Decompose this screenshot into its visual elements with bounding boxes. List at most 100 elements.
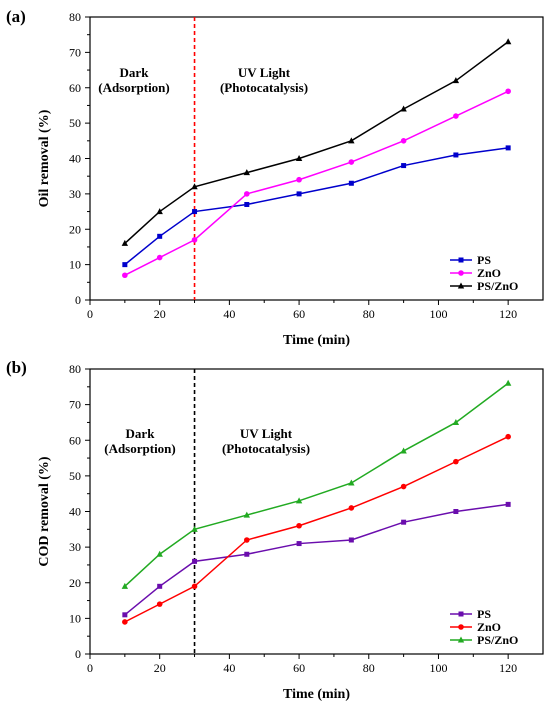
legend-swatch-marker <box>457 636 465 643</box>
series-ps-zno <box>121 38 512 246</box>
data-point <box>244 537 250 543</box>
data-point <box>504 38 512 45</box>
legend-label: PS/ZnO <box>477 633 518 647</box>
data-point <box>348 180 354 186</box>
y-tick-label: 80 <box>69 362 81 376</box>
data-point <box>121 582 129 589</box>
y-tick-label: 30 <box>69 540 81 554</box>
x-tick-label: 60 <box>293 661 305 675</box>
data-point <box>122 272 128 279</box>
legend-swatch-marker <box>458 624 464 630</box>
data-point <box>505 88 511 95</box>
x-tick-label: 60 <box>293 307 305 321</box>
data-point <box>348 537 354 543</box>
x-tick-label: 80 <box>363 661 375 675</box>
y-tick-label: 10 <box>69 611 81 625</box>
data-point <box>122 619 128 625</box>
data-point <box>400 447 407 454</box>
data-point <box>156 550 163 557</box>
data-point <box>348 159 355 165</box>
data-point <box>191 525 198 532</box>
data-point <box>348 479 355 486</box>
series-ps-zno <box>121 379 512 589</box>
data-point <box>156 254 163 261</box>
y-tick-label: 0 <box>75 647 81 661</box>
data-point <box>453 458 459 465</box>
data-point <box>401 163 407 169</box>
region-label-line1: UV Light <box>240 426 293 441</box>
data-point <box>243 169 251 176</box>
data-point <box>121 239 129 246</box>
x-tick-label: 0 <box>87 661 93 675</box>
panel-label: (a) <box>6 7 26 26</box>
data-point <box>191 583 198 590</box>
x-tick-label: 80 <box>363 307 375 321</box>
data-point <box>505 433 511 440</box>
data-point <box>348 505 355 511</box>
data-point <box>192 558 198 564</box>
data-point <box>157 583 163 589</box>
data-point <box>348 137 355 144</box>
legend-label: PS <box>477 253 491 267</box>
series-line <box>124 503 509 616</box>
chart-panel-a: (a) 0 20 40 60 80 100 120 0 10 20 30 40 50 60 70 80 Time … <box>6 7 544 348</box>
data-point <box>295 497 303 504</box>
data-point <box>191 237 198 243</box>
chart-panel-b: (b) 0 20 40 60 80 100 120 0 10 20 30 40 50 60 70 80 Time … <box>6 358 544 702</box>
region-label-line2: (Adsorption) <box>98 80 170 95</box>
x-tick-label: 120 <box>499 661 517 675</box>
y-axis-title: COD removal (%) <box>37 456 52 566</box>
legend-swatch-marker <box>457 282 465 289</box>
series-line <box>124 436 509 623</box>
series-zno <box>122 433 511 625</box>
series-line <box>124 382 509 587</box>
legend-swatch-marker <box>458 611 464 617</box>
y-tick-label: 40 <box>69 505 81 519</box>
y-tick-label: 70 <box>69 45 81 59</box>
y-tick-label: 20 <box>69 576 81 590</box>
region-label-line1: UV Light <box>238 65 291 80</box>
legend-label: PS/ZnO <box>477 279 518 293</box>
data-point <box>453 152 459 158</box>
y-tick-label: 40 <box>69 152 81 166</box>
data-point <box>157 233 163 239</box>
data-point <box>244 201 250 207</box>
series-line <box>124 90 509 276</box>
y-tick-label: 50 <box>69 116 81 130</box>
data-point <box>296 191 302 197</box>
data-point <box>296 541 302 547</box>
panel-label: (b) <box>6 358 27 377</box>
region-label-line2: (Photocatalysis) <box>222 441 310 456</box>
x-tick-label: 0 <box>87 307 93 321</box>
x-tick-label: 100 <box>429 307 447 321</box>
legend-label: ZnO <box>477 620 501 634</box>
data-point <box>505 145 511 151</box>
x-tick-label: 20 <box>154 307 166 321</box>
x-tick-label: 120 <box>499 307 517 321</box>
data-point <box>156 601 163 607</box>
data-point <box>296 176 302 183</box>
y-tick-label: 20 <box>69 222 81 236</box>
y-tick-label: 0 <box>75 293 81 307</box>
data-point <box>452 418 460 425</box>
y-tick-label: 70 <box>69 398 81 412</box>
data-point <box>244 551 250 557</box>
data-point <box>156 208 163 215</box>
plot-frame <box>89 368 544 655</box>
data-point <box>191 183 198 190</box>
x-axis-title: Time (min) <box>283 687 350 702</box>
legend-swatch-marker <box>458 270 464 276</box>
series-ps <box>122 501 511 618</box>
series-line <box>124 147 509 266</box>
data-point <box>504 379 512 386</box>
legend-label: ZnO <box>477 266 501 280</box>
data-point <box>400 138 407 144</box>
data-point <box>192 209 198 215</box>
x-tick-label: 100 <box>429 661 447 675</box>
y-tick-label: 60 <box>69 433 81 447</box>
region-label-line1: Dark <box>126 426 156 441</box>
data-point <box>401 519 407 525</box>
y-tick-label: 10 <box>69 258 81 272</box>
